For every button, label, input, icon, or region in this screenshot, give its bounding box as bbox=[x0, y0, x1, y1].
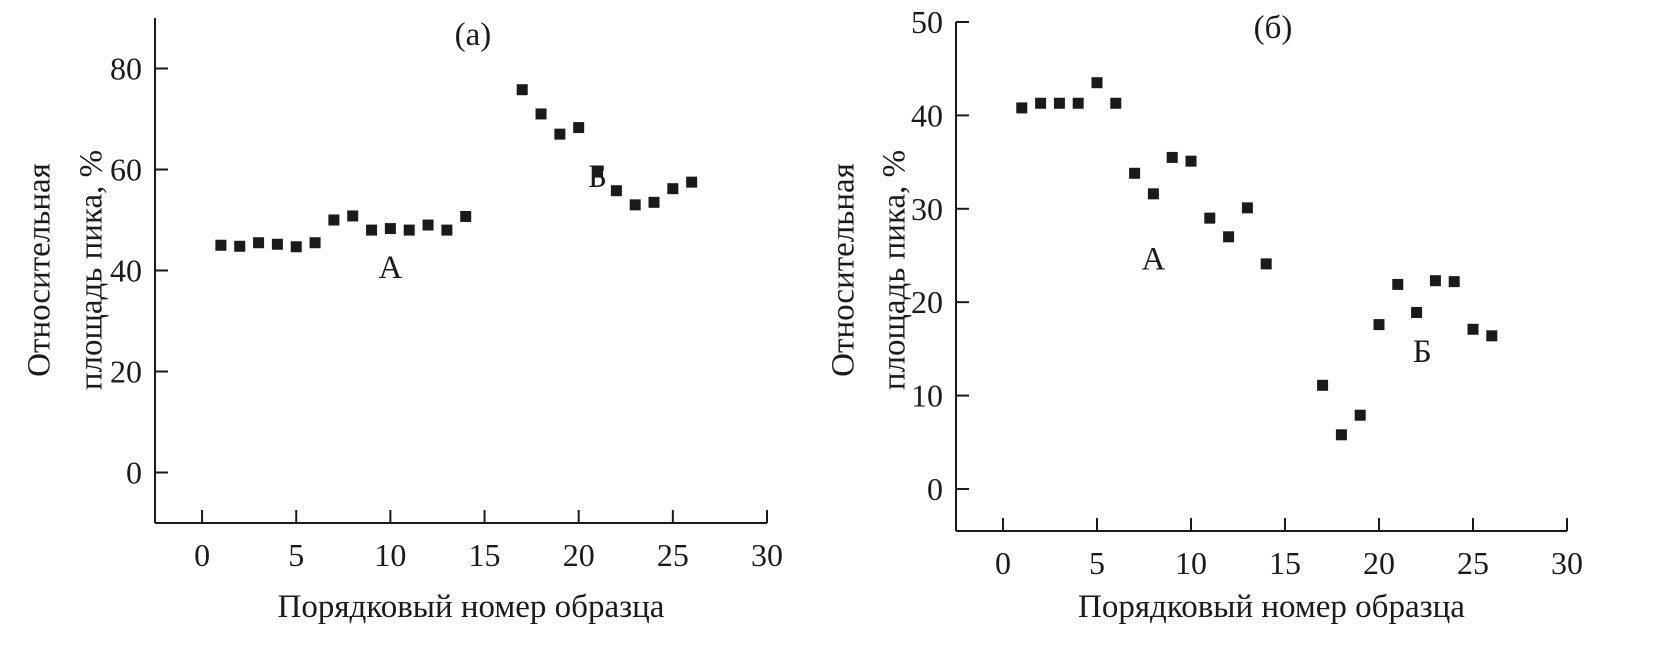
data-point bbox=[1091, 77, 1103, 89]
y-tick-label: 0 bbox=[126, 455, 142, 491]
panel-title: (б) bbox=[1254, 10, 1293, 46]
x-tick-label: 20 bbox=[1363, 545, 1395, 581]
data-point bbox=[1185, 155, 1197, 167]
x-tick-label: 15 bbox=[469, 537, 501, 573]
data-point bbox=[1260, 258, 1272, 270]
data-point bbox=[1317, 379, 1329, 391]
y-tick-label: 80 bbox=[110, 51, 142, 87]
data-point bbox=[366, 224, 378, 236]
data-point bbox=[686, 176, 698, 188]
data-point bbox=[1411, 306, 1423, 318]
x-tick-label: 20 bbox=[563, 537, 595, 573]
data-point bbox=[610, 185, 622, 197]
group-label: Б bbox=[1413, 334, 1432, 370]
y-tick-label: 60 bbox=[110, 152, 142, 188]
x-tick-label: 5 bbox=[1089, 545, 1105, 581]
data-point bbox=[328, 214, 340, 226]
data-point bbox=[253, 237, 265, 249]
data-point bbox=[554, 128, 566, 140]
data-point bbox=[629, 199, 641, 211]
data-point bbox=[215, 239, 227, 251]
y-axis-title-line-1: Относительная bbox=[22, 163, 58, 377]
x-tick-label: 0 bbox=[995, 545, 1011, 581]
x-tick-label: 25 bbox=[1457, 545, 1489, 581]
data-point bbox=[1241, 202, 1253, 214]
panel-title: (а) bbox=[455, 17, 492, 53]
data-point bbox=[347, 210, 359, 222]
data-point bbox=[1335, 429, 1347, 441]
data-point bbox=[271, 238, 283, 250]
y-axis-title-line-2: площадь пика, % bbox=[877, 150, 913, 390]
data-point bbox=[234, 240, 246, 252]
x-tick-label: 30 bbox=[1551, 545, 1583, 581]
x-axis-title: Порядковый номер образца bbox=[278, 589, 665, 625]
data-point bbox=[403, 224, 415, 236]
y-tick-label: 30 bbox=[911, 191, 943, 227]
y-tick-label: 20 bbox=[110, 354, 142, 390]
y-tick-label: 40 bbox=[110, 253, 142, 289]
data-point bbox=[460, 210, 472, 222]
chart-panel-a: 0 20 40 60 80 0 5 10 15 20 25 30 (а) Порядковый номер… bbox=[22, 17, 783, 625]
data-point bbox=[1448, 276, 1460, 288]
y-tick-label: 40 bbox=[911, 97, 943, 133]
data-point bbox=[1129, 167, 1141, 179]
data-point bbox=[1016, 102, 1028, 114]
data-point bbox=[573, 122, 585, 134]
data-point bbox=[516, 84, 528, 96]
data-point bbox=[1373, 319, 1385, 331]
x-tick-label: 0 bbox=[194, 537, 210, 573]
data-point bbox=[1147, 188, 1159, 200]
group-label: Б bbox=[588, 159, 607, 195]
y-tick-label: 0 bbox=[927, 471, 943, 507]
data-point bbox=[1072, 97, 1084, 109]
y-axis-title-line-1: Относительная bbox=[826, 163, 862, 377]
data-point bbox=[1035, 97, 1047, 109]
data-point bbox=[1053, 97, 1065, 109]
data-point bbox=[1392, 278, 1404, 290]
data-point bbox=[309, 237, 321, 249]
y-tick-label: 50 bbox=[911, 4, 943, 40]
y-tick-label: 20 bbox=[911, 284, 943, 320]
group-label: А bbox=[378, 250, 402, 286]
data-point bbox=[422, 219, 434, 231]
y-axis-title-line-2: площадь пика, % bbox=[74, 150, 110, 390]
x-tick-label: 5 bbox=[288, 537, 304, 573]
y-tick-label: 10 bbox=[911, 378, 943, 414]
data-point bbox=[592, 166, 604, 178]
data-point bbox=[1467, 323, 1479, 335]
data-point bbox=[384, 223, 396, 235]
x-axis-title: Порядковый номер образца bbox=[1078, 589, 1465, 625]
data-point bbox=[1354, 409, 1366, 421]
data-point bbox=[535, 108, 547, 120]
data-point bbox=[667, 183, 679, 195]
data-point bbox=[1204, 212, 1216, 224]
data-point bbox=[1166, 151, 1178, 163]
x-tick-label: 10 bbox=[1175, 545, 1207, 581]
x-tick-label: 15 bbox=[1269, 545, 1301, 581]
data-point bbox=[441, 224, 453, 236]
x-tick-label: 30 bbox=[751, 537, 783, 573]
data-point bbox=[1429, 275, 1441, 287]
x-tick-label: 25 bbox=[657, 537, 689, 573]
x-tick-label: 10 bbox=[374, 537, 406, 573]
group-label: А bbox=[1141, 241, 1165, 277]
data-point bbox=[1486, 330, 1498, 342]
data-point bbox=[290, 241, 302, 253]
data-point bbox=[1223, 231, 1235, 243]
chart-panel-b: 0 10 20 30 40 50 0 5 10 15 20 25 30 (б) Порядковый ном… bbox=[826, 4, 1583, 625]
data-point bbox=[648, 196, 660, 208]
data-point bbox=[1110, 97, 1122, 109]
